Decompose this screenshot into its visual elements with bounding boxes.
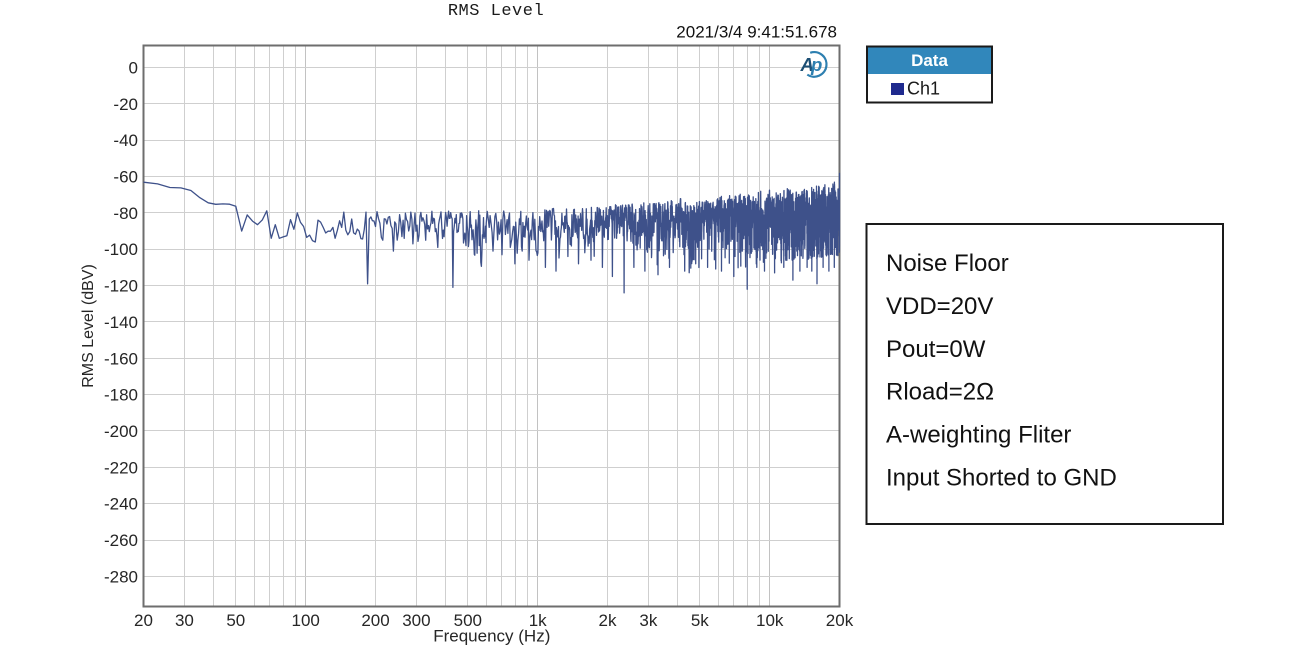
svg-text:Input Shorted to GND: Input Shorted to GND bbox=[886, 465, 1117, 492]
svg-text:20: 20 bbox=[134, 611, 153, 630]
svg-text:RMS Level (dBV): RMS Level (dBV) bbox=[80, 264, 97, 388]
svg-text:-60: -60 bbox=[113, 168, 138, 187]
svg-text:3k: 3k bbox=[639, 611, 657, 630]
svg-text:-160: -160 bbox=[104, 349, 138, 368]
svg-text:-200: -200 bbox=[104, 422, 138, 441]
svg-text:-80: -80 bbox=[113, 204, 138, 223]
svg-text:100: 100 bbox=[292, 611, 320, 630]
svg-text:RMS Level: RMS Level bbox=[448, 2, 544, 21]
svg-text:-40: -40 bbox=[113, 131, 138, 150]
svg-text:A-weighting Fliter: A-weighting Fliter bbox=[886, 422, 1071, 449]
svg-text:-280: -280 bbox=[104, 567, 138, 586]
svg-text:50: 50 bbox=[226, 611, 245, 630]
svg-text:Pout=0W: Pout=0W bbox=[886, 336, 986, 363]
svg-text:Data: Data bbox=[911, 51, 948, 70]
svg-text:-120: -120 bbox=[104, 277, 138, 296]
svg-text:-180: -180 bbox=[104, 386, 138, 405]
svg-text:2k: 2k bbox=[599, 611, 617, 630]
svg-text:Ch1: Ch1 bbox=[907, 79, 940, 99]
svg-text:30: 30 bbox=[175, 611, 194, 630]
svg-text:Frequency (Hz): Frequency (Hz) bbox=[433, 627, 550, 646]
svg-text:-220: -220 bbox=[104, 458, 138, 477]
svg-text:-260: -260 bbox=[104, 531, 138, 550]
svg-text:2021/3/4 9:41:51.678: 2021/3/4 9:41:51.678 bbox=[676, 23, 837, 42]
svg-text:-140: -140 bbox=[104, 313, 138, 332]
svg-text:-20: -20 bbox=[113, 95, 138, 114]
svg-text:1k: 1k bbox=[529, 611, 547, 630]
svg-text:-100: -100 bbox=[104, 240, 138, 259]
svg-text:A: A bbox=[800, 54, 814, 75]
svg-text:Noise Floor: Noise Floor bbox=[886, 250, 1009, 277]
svg-text:VDD=20V: VDD=20V bbox=[886, 293, 993, 320]
svg-text:Rload=2Ω: Rload=2Ω bbox=[886, 379, 994, 406]
svg-text:-240: -240 bbox=[104, 495, 138, 514]
svg-text:5k: 5k bbox=[691, 611, 709, 630]
svg-text:10k: 10k bbox=[756, 611, 784, 630]
svg-text:0: 0 bbox=[129, 59, 138, 78]
svg-text:300: 300 bbox=[402, 611, 430, 630]
svg-text:20k: 20k bbox=[826, 611, 854, 630]
svg-text:500: 500 bbox=[454, 611, 482, 630]
svg-text:200: 200 bbox=[361, 611, 389, 630]
svg-text:p: p bbox=[810, 54, 822, 75]
